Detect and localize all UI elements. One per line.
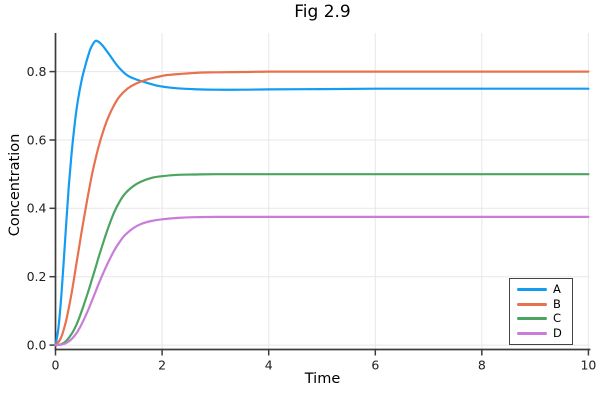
chart-title: Fig 2.9 xyxy=(294,2,351,22)
x-tick-label: 0 xyxy=(52,358,60,373)
legend-item-D: D xyxy=(517,325,566,340)
x-axis-label: Time xyxy=(304,371,341,387)
legend-line-D xyxy=(517,331,547,335)
x-tick-label: 6 xyxy=(371,358,379,373)
y-tick-label: 0.4 xyxy=(27,201,47,216)
y-tick-label: 0.0 xyxy=(27,337,47,352)
x-tick-label: 4 xyxy=(265,358,273,373)
legend-item-C: C xyxy=(517,311,566,325)
series-line-A xyxy=(54,39,590,347)
legend-line-C xyxy=(517,317,547,321)
series-line-D xyxy=(54,215,590,347)
y-tick-label: 0.6 xyxy=(27,132,47,147)
legend-item-B: B xyxy=(517,296,566,311)
series-line-B xyxy=(54,70,590,347)
x-tick-label: 8 xyxy=(478,358,486,373)
legend-line-B xyxy=(517,302,547,306)
legend-item-A: A xyxy=(517,282,566,296)
y-tick-label: 0.2 xyxy=(27,269,47,284)
legend-label-B: B xyxy=(553,296,561,311)
series-line-C xyxy=(54,173,590,347)
x-tick-label: 2 xyxy=(158,358,166,373)
y-tick-label: 0.8 xyxy=(27,64,47,79)
legend-label-C: C xyxy=(553,311,562,325)
x-tick-label: 10 xyxy=(580,358,596,373)
legend-label-D: D xyxy=(553,325,562,340)
legend-label-A: A xyxy=(553,282,561,296)
legend-line-A xyxy=(517,288,547,292)
